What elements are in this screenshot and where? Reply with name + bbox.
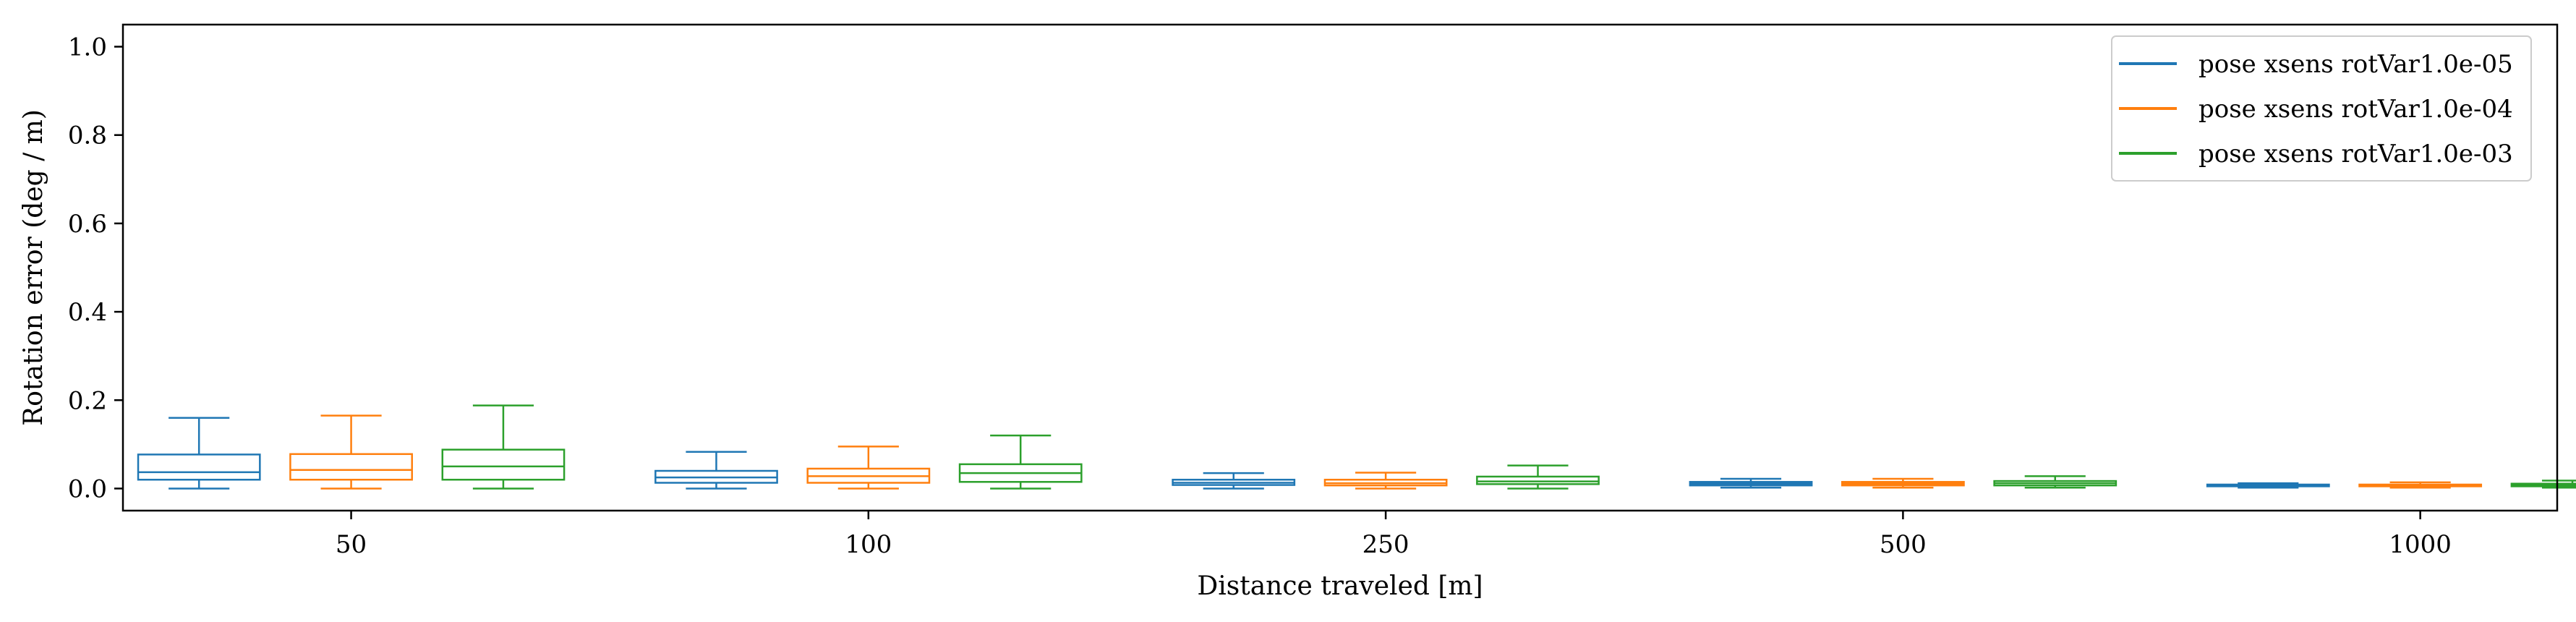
legend: pose xsens rotVar1.0e-05 pose xsens rotVa… [2111,35,2532,182]
plot-frame [121,23,2559,512]
y-axis-label: Rotation error (deg / m) [19,109,48,426]
box-500-series-3 [1993,475,2117,489]
box-iqr [441,448,566,481]
box-50-series-1 [137,417,261,490]
y-tick-label: 0.0 [68,474,107,503]
y-tick-label: 0.2 [68,386,107,415]
box-iqr [289,453,413,481]
box-250-series-1 [1172,472,1296,490]
y-tick-label: 0.8 [68,122,107,150]
x-axis-ticks: 50 100 250 500 1000 [336,511,2452,559]
x-tick-label: 250 [1362,530,1409,559]
x-tick-label: 100 [845,530,892,559]
x-axis-label: Distance traveled [m] [1197,571,1483,601]
box-1000-series-2 [2358,481,2483,489]
box-250-series-2 [1323,472,1448,490]
y-tick-label: 0.4 [68,298,107,327]
box-iqr [1476,475,1600,485]
legend-label-1: pose xsens rotVar1.0e-05 [2198,50,2513,79]
box-100-series-1 [654,451,778,490]
box-50-series-3 [441,404,566,490]
y-tick-label: 0.6 [68,210,107,239]
box-1000-series-1 [2206,482,2330,489]
x-tick-label: 500 [1880,530,1927,559]
x-tick-label: 50 [336,530,367,559]
legend-frame [2111,35,2532,182]
x-tick-label: 1000 [2389,530,2452,559]
box-500-series-1 [1689,477,1813,489]
box-50-series-2 [289,414,413,490]
box-500-series-2 [1841,477,1965,489]
box-100-series-2 [806,446,931,490]
box-iqr [137,453,261,481]
y-axis-ticks: 0.0 0.2 0.4 0.6 0.8 1.0 [68,33,123,503]
box-250-series-3 [1476,464,1600,490]
box-100-series-3 [958,434,1083,490]
box-1000-series-3 [2510,480,2576,489]
boxplot-series [137,404,2576,490]
legend-label-3: pose xsens rotVar1.0e-03 [2198,140,2513,169]
legend-label-2: pose xsens rotVar1.0e-04 [2198,95,2513,124]
y-tick-label: 1.0 [68,33,107,62]
